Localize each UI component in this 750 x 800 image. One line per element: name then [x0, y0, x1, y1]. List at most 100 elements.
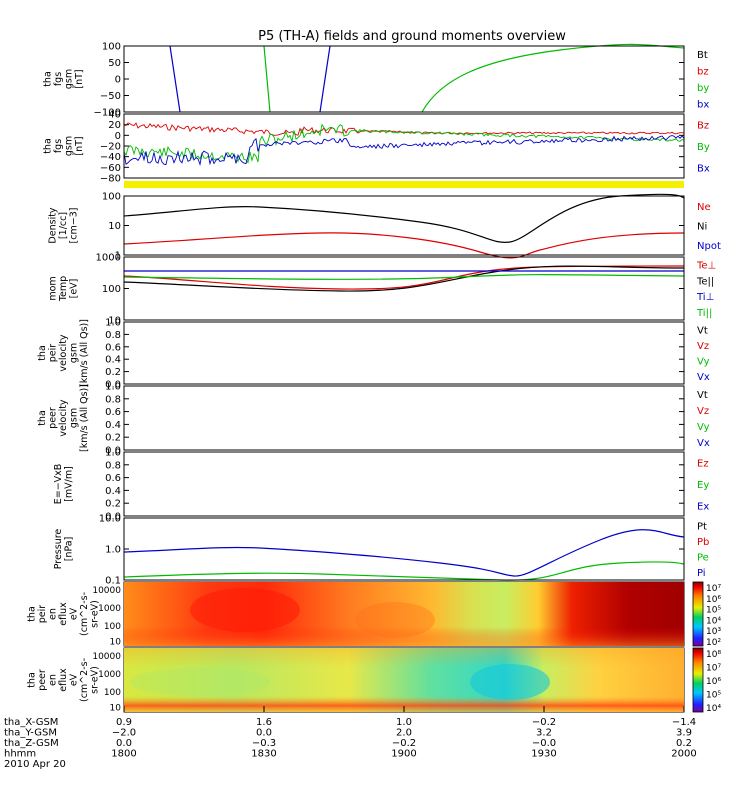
xaxis-value: 1800 [111, 749, 136, 760]
ytick-label: 10.0 [99, 514, 121, 525]
y-axis-label: gsm [63, 69, 74, 89]
ytick-label: 1000 [96, 253, 121, 264]
pi-curve [123, 529, 685, 577]
legend-pb: Pb [697, 537, 709, 548]
legend-vy: Vy [697, 357, 710, 368]
ytick-label: 0 [115, 75, 121, 86]
bx-curve [169, 45, 181, 113]
ytick-label: −80 [100, 174, 121, 185]
legend-pt: Pt [697, 522, 707, 533]
legend-te⊥: Te⊥ [696, 261, 716, 272]
bz-curve [123, 122, 685, 136]
y-axis-label: en [48, 608, 59, 620]
ytick-label: 100 [104, 622, 121, 632]
xaxis-value: 3.9 [676, 728, 692, 739]
ytick-label: 0.2 [105, 499, 121, 510]
y-axis-label: peir [48, 344, 59, 363]
panel-efield: 1.00.8 0.6 0.4 0.2 0.0 E=−VxB [mV/m] Ez Ey Ex [53, 448, 710, 523]
legend-vz: Vz [697, 406, 709, 417]
xaxis-value: 1.6 [256, 717, 272, 728]
legend-vy: Vy [697, 422, 710, 433]
panel-frame [123, 113, 685, 179]
xaxis-value: −1.4 [672, 717, 696, 728]
y-axis-label: fgs [53, 139, 64, 153]
ti-par-curve [123, 274, 685, 280]
by-curve-recovery [421, 43, 685, 113]
ytick-label: 1.0 [105, 382, 121, 393]
data-curves [123, 43, 685, 581]
ytick-label: 0.6 [105, 407, 121, 418]
y-axis-label: [1/cc] [58, 212, 69, 239]
xaxis-value: 2000 [671, 749, 696, 760]
legend-bx: bx [697, 100, 709, 111]
y-axis-label: Density [48, 207, 59, 243]
legend-ti⊥: Ti⊥ [696, 292, 714, 303]
y-axis-label: peir [37, 605, 48, 624]
ytick-label: 1 [115, 251, 121, 262]
ytick-label: 1000 [98, 670, 121, 680]
legend-by: by [697, 83, 709, 94]
bx-curve-zoom [123, 135, 685, 167]
y-axis-label: tha [37, 345, 48, 361]
legend-ne: Ne [697, 202, 711, 213]
by-curve-steep [263, 45, 271, 113]
te-par-curve [123, 265, 685, 292]
xaxis-row-label: tha_X-GSM [4, 717, 58, 728]
legend-bt: Bt [697, 50, 708, 61]
legend-te||: Te|| [696, 276, 714, 287]
y-axis-label: tha [37, 410, 48, 426]
xaxis-value: 1.0 [396, 717, 412, 728]
xaxis-value: 0.0 [116, 738, 132, 749]
xaxis-value: 1900 [391, 749, 416, 760]
panel-fgs-gsm: 100 50 0 −50 −100 tha fgs gsm [nT] Bt bz by bx [42, 42, 709, 119]
ytick-label: 1.0 [105, 448, 121, 459]
by-curve-zoom [123, 123, 685, 164]
legend-npot: Npot [697, 241, 721, 252]
y-axis-label: fgs [53, 72, 64, 86]
y-axis-label: E=−VxB [53, 464, 64, 505]
ytick-label: 10 [108, 221, 121, 232]
y-axis-label: eV [69, 607, 80, 620]
y-axis-label: (cm^2-s- [79, 658, 90, 702]
colorbar-tick-label: 10⁷ [706, 584, 721, 594]
y-axis-label: tha [27, 672, 38, 688]
colorbar-tick-label: 10⁴ [706, 704, 721, 714]
peir-colorbar [692, 581, 704, 647]
y-axis-label: tha [27, 606, 38, 622]
peer-spectrogram-image [124, 648, 684, 712]
y-axis-label: [eV] [69, 279, 80, 299]
xaxis-value: 1830 [251, 749, 276, 760]
panel-frame [123, 385, 685, 451]
y-axis-label: Temp [58, 276, 69, 302]
xaxis-value: −2.0 [112, 728, 136, 739]
pe-curve [123, 561, 685, 581]
panel-peer-spectrogram: 10000 1000 100 10 tha peer en eflux eV (cm^2-s-sr… [27, 650, 722, 714]
panel-frame [123, 517, 685, 581]
xaxis-value: 1930 [531, 749, 556, 760]
y-axis-label: eflux [58, 602, 69, 626]
xaxis-value: 2.0 [396, 728, 412, 739]
legend-bz: Bz [697, 121, 709, 132]
colorbar-tick-label: 10² [706, 638, 721, 648]
peer-colorbar [692, 647, 704, 713]
ytick-label: 0.8 [105, 330, 121, 341]
y-axis-label: velocity [58, 399, 69, 437]
legend-pi: Pi [697, 568, 706, 579]
xaxis-value: −0.0 [532, 738, 556, 749]
y-axis-label: [cm−3] [69, 208, 80, 244]
ytick-label: 10000 [92, 586, 121, 596]
legend-ex: Ex [697, 501, 709, 512]
panel-frame [123, 195, 685, 256]
panel-frame [123, 451, 685, 517]
y-axis-label: [mV/m] [63, 466, 74, 502]
ytick-label: 0.0 [105, 446, 121, 457]
ytick-label: 0.2 [105, 367, 121, 378]
legend-ey: Ey [697, 480, 709, 491]
y-axis-label: eV [69, 673, 80, 686]
ytick-label: 0 [115, 131, 121, 142]
ytick-label: 10 [108, 316, 121, 327]
xaxis-value: 0.9 [116, 717, 132, 728]
xaxis-value: 3.2 [536, 728, 552, 739]
